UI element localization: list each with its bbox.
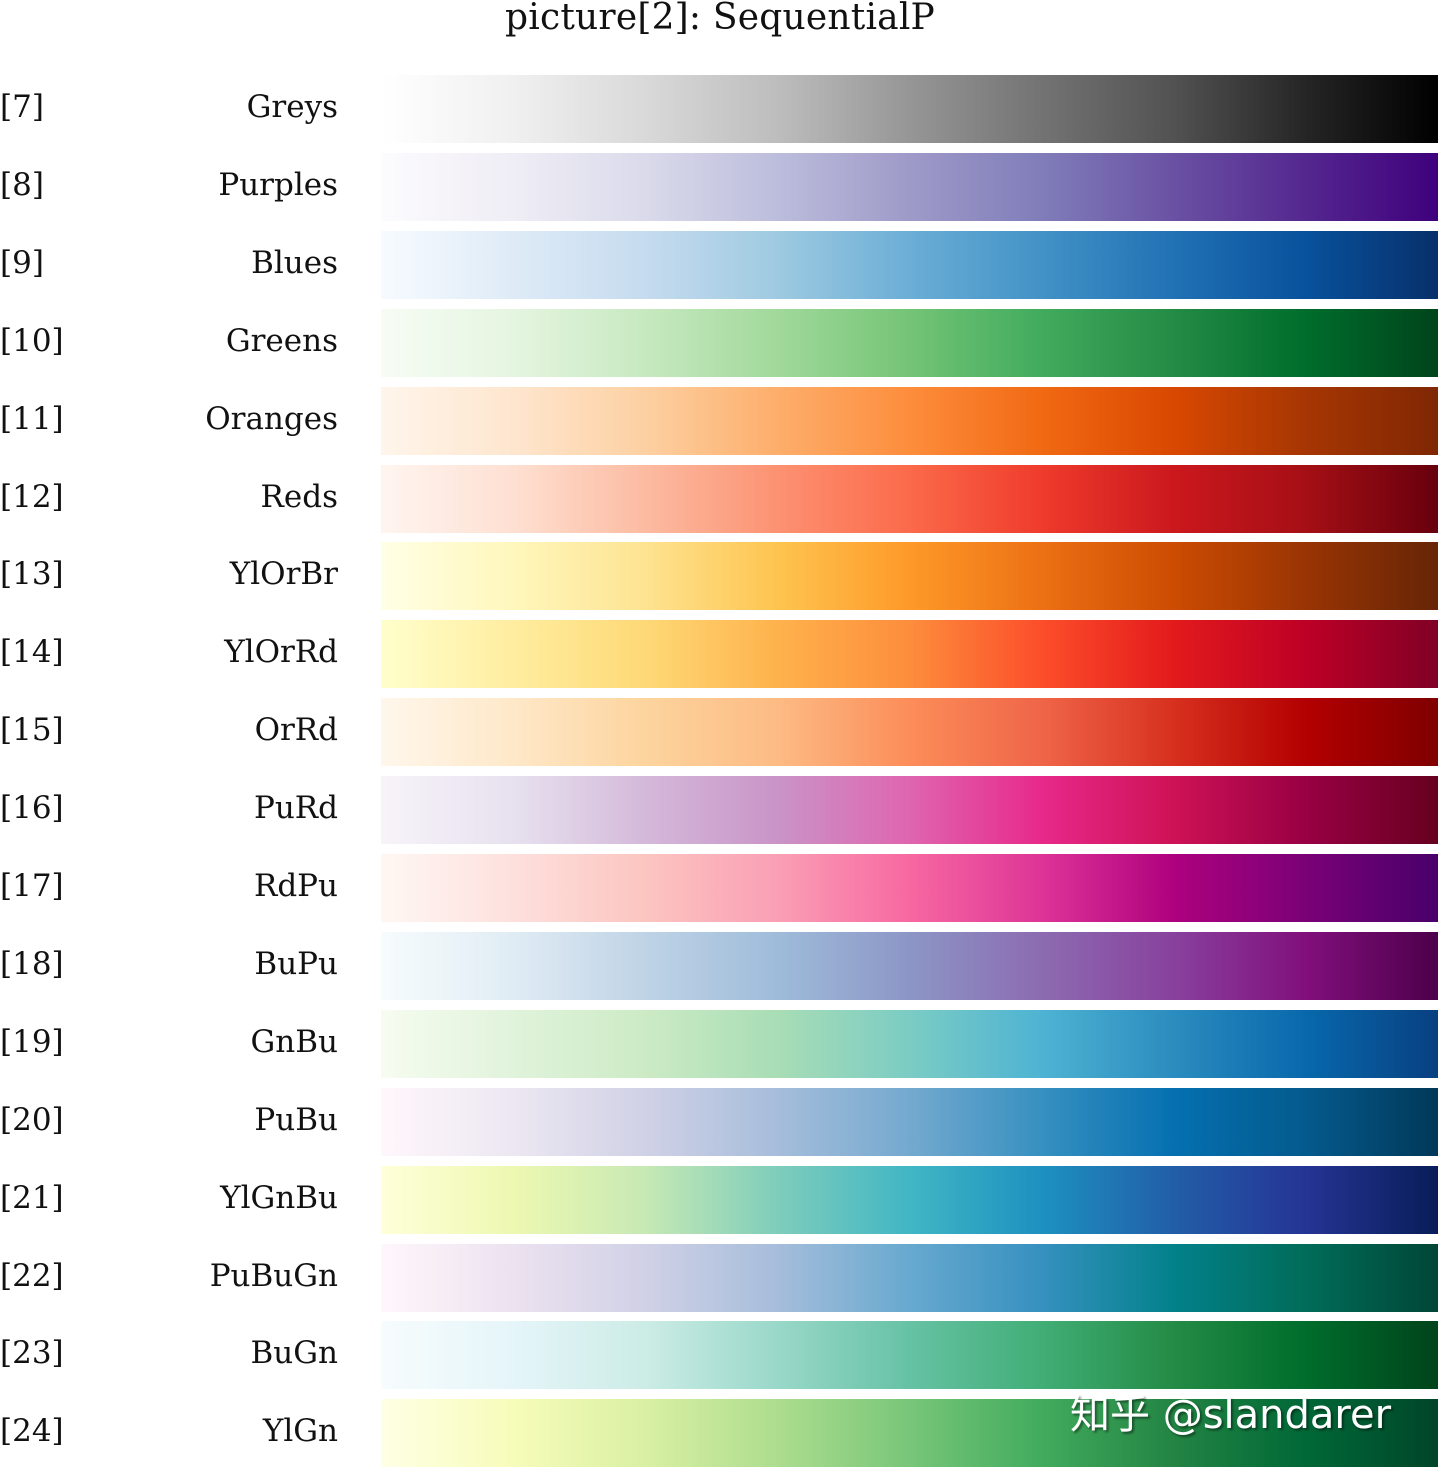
colormap-row: [11] Oranges: [0, 387, 1440, 455]
colormap-gradient-bar: [381, 854, 1438, 922]
colormap-name: Reds: [260, 479, 338, 515]
colormap-index: [24]: [0, 1413, 64, 1449]
colormap-gradient-bar: [381, 1321, 1438, 1389]
colormap-gradient-bar: [381, 542, 1438, 610]
colormap-name: Blues: [251, 245, 338, 281]
colormap-gradient-bar: [381, 309, 1438, 377]
colormap-name: Oranges: [205, 401, 338, 437]
colormap-name: YlOrBr: [229, 556, 338, 592]
colormap-row: [24] YlGn: [0, 1399, 1440, 1467]
colormap-gradient-bar: [381, 698, 1438, 766]
colormap-index: [20]: [0, 1102, 64, 1138]
colormap-row: [17] RdPu: [0, 854, 1440, 922]
colormap-index: [18]: [0, 946, 64, 982]
colormap-row: [14] YlOrRd: [0, 620, 1440, 688]
colormap-index: [12]: [0, 479, 64, 515]
colormap-gradient-bar: [381, 1399, 1438, 1467]
colormap-gradient-bar: [381, 1010, 1438, 1078]
colormap-row: [7] Greys: [0, 75, 1440, 143]
colormap-gradient-bar: [381, 231, 1438, 299]
colormap-gradient-bar: [381, 1166, 1438, 1234]
colormap-index: [17]: [0, 868, 64, 904]
colormap-gradient-bar: [381, 1088, 1438, 1156]
colormap-row: [13] YlOrBr: [0, 542, 1440, 610]
colormap-row: [23] BuGn: [0, 1321, 1440, 1389]
colormap-index: [15]: [0, 712, 64, 748]
colormap-row: [20] PuBu: [0, 1088, 1440, 1156]
colormap-index: [16]: [0, 790, 64, 826]
colormap-index: [8]: [0, 167, 44, 203]
colormap-row: [16] PuRd: [0, 776, 1440, 844]
colormap-index: [23]: [0, 1335, 64, 1371]
colormap-gradient-bar: [381, 1244, 1438, 1312]
colormap-row: [12] Reds: [0, 465, 1440, 533]
colormap-name: GnBu: [250, 1024, 338, 1060]
colormap-name: YlGn: [262, 1413, 338, 1449]
colormap-index: [9]: [0, 245, 44, 281]
colormap-row: [8] Purples: [0, 153, 1440, 221]
colormap-name: Greys: [246, 89, 338, 125]
colormap-name: RdPu: [253, 868, 338, 904]
colormap-gradient-bar: [381, 465, 1438, 533]
colormap-name: OrRd: [254, 712, 338, 748]
colormap-name: PuBuGn: [209, 1258, 338, 1294]
colormap-name: BuGn: [250, 1335, 338, 1371]
colormap-name: Greens: [225, 323, 338, 359]
colormap-index: [14]: [0, 634, 64, 670]
colormap-index: [7]: [0, 89, 44, 125]
colormap-name: BuPu: [254, 946, 338, 982]
colormap-row: [15] OrRd: [0, 698, 1440, 766]
colormap-gradient-bar: [381, 932, 1438, 1000]
colormap-row: [9] Blues: [0, 231, 1440, 299]
colormap-index: [21]: [0, 1180, 64, 1216]
colormap-name: PuRd: [253, 790, 338, 826]
colormap-name: PuBu: [254, 1102, 338, 1138]
chart-title: picture[2]: SequentialP: [505, 0, 935, 38]
colormap-row: [21] YlGnBu: [0, 1166, 1440, 1234]
colormap-index: [10]: [0, 323, 64, 359]
colormap-row: [22] PuBuGn: [0, 1244, 1440, 1312]
colormap-gradient-bar: [381, 387, 1438, 455]
colormap-name: YlGnBu: [220, 1180, 338, 1216]
colormap-index: [11]: [0, 401, 64, 437]
colormap-row: [10] Greens: [0, 309, 1440, 377]
colormap-index: [22]: [0, 1258, 64, 1294]
watermark: 知乎 @slandarer: [1070, 1392, 1392, 1438]
colormap-gradient-bar: [381, 620, 1438, 688]
colormap-index: [19]: [0, 1024, 64, 1060]
colormap-gradient-bar: [381, 776, 1438, 844]
colormap-gradient-bar: [381, 75, 1438, 143]
colormap-row: [19] GnBu: [0, 1010, 1440, 1078]
colormap-index: [13]: [0, 556, 64, 592]
colormap-name: YlOrRd: [224, 634, 338, 670]
colormap-row: [18] BuPu: [0, 932, 1440, 1000]
colormap-name: Purples: [218, 167, 338, 203]
colormap-gradient-bar: [381, 153, 1438, 221]
